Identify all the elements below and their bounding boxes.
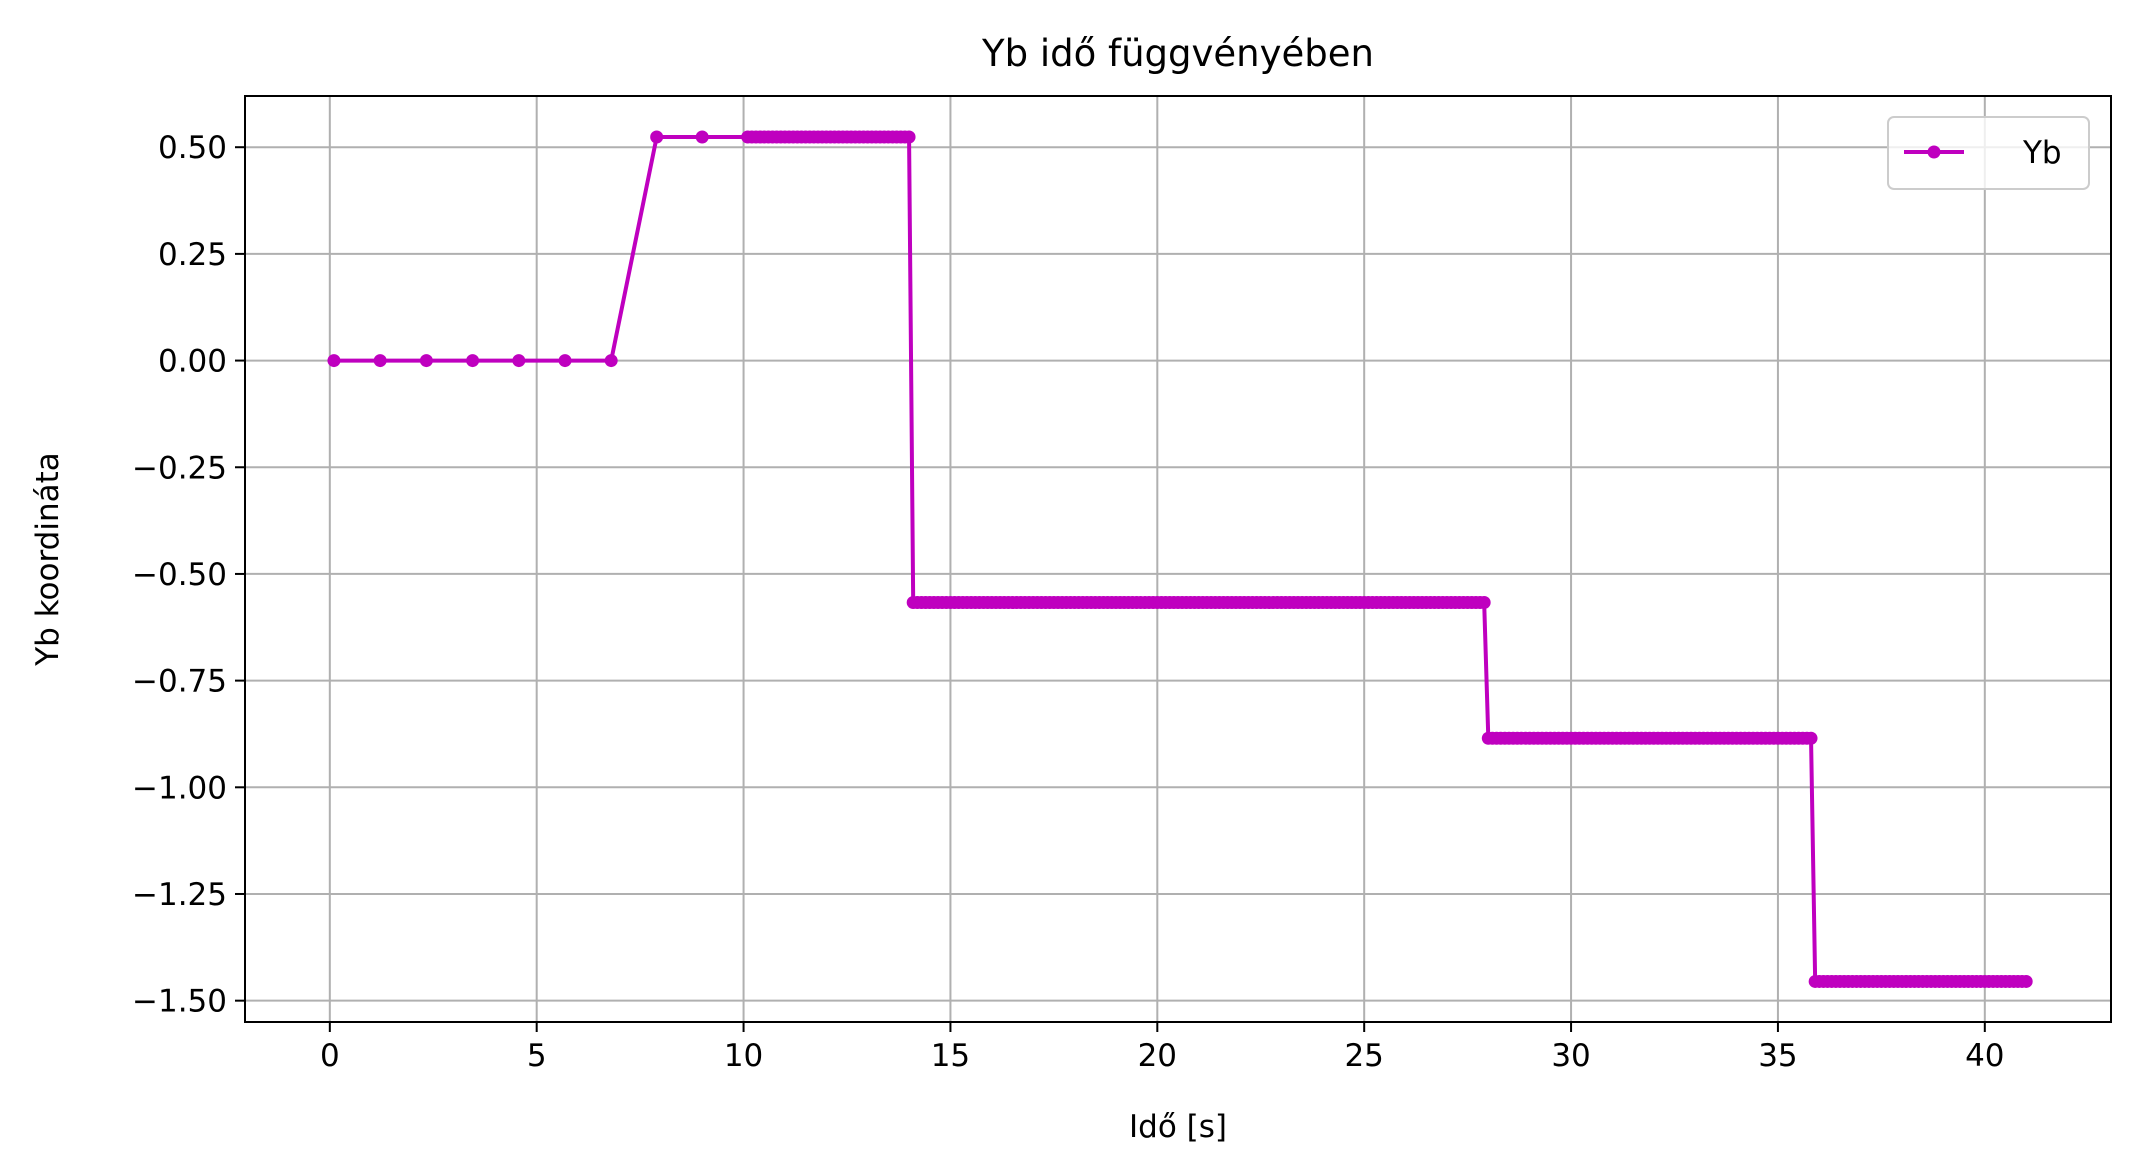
data-point [1477,596,1491,610]
x-tick-label: 25 [1344,1038,1383,1074]
plot-frame [244,95,2112,1023]
legend-label: Yb [2022,135,2062,171]
y-tick-label: 0.50 [158,130,227,166]
y-tick-label: −0.25 [132,450,227,486]
data-point [695,130,709,144]
data-point [902,130,916,144]
series-layer [327,130,2033,988]
legend-box [1887,116,2090,190]
y-tick-label: −1.50 [132,984,227,1020]
data-point [650,130,664,144]
legend-marker [1927,145,1941,159]
y-tick-label: 0.25 [158,237,227,273]
chart-title: Yb idő függvényében [981,32,1374,75]
data-point [466,354,480,368]
y-tick-label: 0.00 [158,344,227,380]
ticks: 0 5 10 15 20 25 30 35 40 0.50 0.25 0.00 −0.25 −0.50 −0… [132,130,2005,1074]
y-tick-label: −1.00 [132,770,227,806]
x-tick-label: 10 [724,1038,763,1074]
data-point [419,354,433,368]
x-tick-label: 0 [320,1038,340,1074]
data-point [1804,731,1818,745]
data-point [558,354,572,368]
x-tick-label: 30 [1551,1038,1590,1074]
x-tick-label: 15 [931,1038,970,1074]
data-point [604,354,618,368]
x-axis-label: Idő [s] [1129,1109,1227,1145]
data-point [373,354,387,368]
data-point [512,354,526,368]
x-tick-label: 40 [1965,1038,2004,1074]
y-tick-label: −1.25 [132,877,227,913]
legend: Yb [1887,116,2090,190]
y-axis-label: Yb koordináta [30,452,66,667]
data-point [327,354,341,368]
y-tick-label: −0.75 [132,664,227,700]
x-tick-label: 35 [1758,1038,1797,1074]
data-point [2019,974,2033,988]
x-tick-label: 20 [1138,1038,1177,1074]
x-tick-label: 5 [527,1038,547,1074]
y-tick-label: −0.50 [132,557,227,593]
